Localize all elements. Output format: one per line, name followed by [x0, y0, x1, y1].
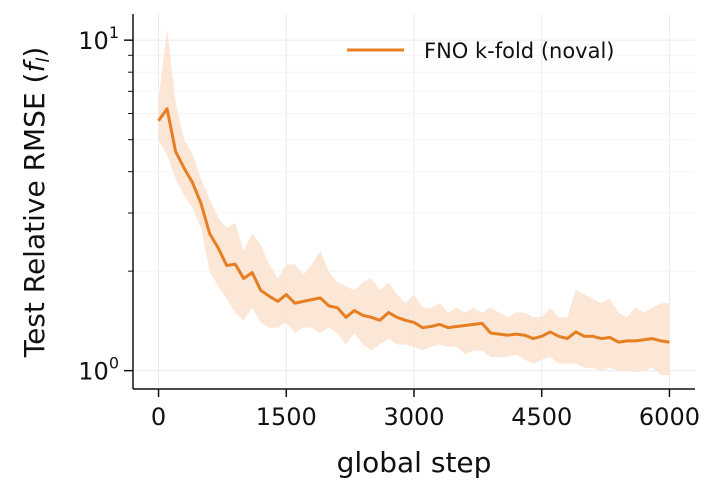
confidence-band — [158, 29, 670, 375]
x-tick-label: 1500 — [256, 403, 317, 431]
x-tick-label: 6000 — [639, 403, 700, 431]
x-tick-label: 0 — [151, 403, 166, 431]
y-axis-label: Test Relative RMSE (fl) — [18, 47, 54, 359]
x-tick-label: 4500 — [511, 403, 572, 431]
x-ticks: 0 1500 3000 4500 6000 — [151, 389, 700, 431]
y-tick-label: 101 — [78, 23, 119, 55]
legend: FNO k-fold (noval) — [347, 39, 615, 63]
x-axis-label: global step — [337, 446, 492, 479]
legend-label: FNO k-fold (noval) — [424, 39, 615, 63]
series-line — [157, 107, 670, 344]
y-ticks: 100 101 — [78, 23, 133, 386]
y-tick-label: 100 — [78, 354, 119, 386]
x-tick-label: 3000 — [383, 403, 444, 431]
